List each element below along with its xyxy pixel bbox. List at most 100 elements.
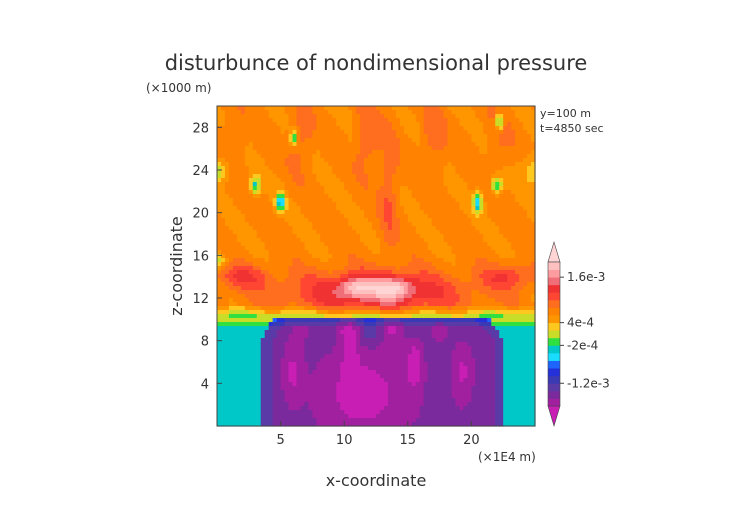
field-cell <box>224 126 230 131</box>
field-cell <box>364 294 369 299</box>
field-cell <box>232 322 238 327</box>
field-cell <box>356 402 361 407</box>
field-cell <box>383 274 389 279</box>
field-cell <box>228 410 234 415</box>
field-cell <box>240 258 246 263</box>
field-cell <box>403 398 409 403</box>
field-cell <box>423 106 429 111</box>
field-cell <box>427 114 433 119</box>
field-cell <box>427 210 433 215</box>
field-cell <box>439 422 445 427</box>
field-cell <box>308 334 314 339</box>
field-cell <box>427 294 433 299</box>
field-cell <box>296 310 302 315</box>
field-cell <box>415 366 421 371</box>
field-cell <box>316 118 321 123</box>
field-cell <box>435 242 441 247</box>
field-cell <box>284 358 290 363</box>
field-cell <box>316 170 321 175</box>
field-cell <box>431 326 437 331</box>
field-cell <box>236 358 242 363</box>
field-cell <box>308 150 314 155</box>
field-cell <box>224 342 230 347</box>
field-cell <box>244 270 250 275</box>
field-cell <box>252 394 258 399</box>
field-cell <box>352 230 357 235</box>
field-cell <box>463 206 469 211</box>
field-cell <box>372 250 377 255</box>
field-cell <box>455 110 461 115</box>
field-cell <box>419 162 425 167</box>
field-cell <box>308 178 314 183</box>
field-cell <box>352 138 357 143</box>
field-cell <box>399 146 405 151</box>
field-cell <box>395 234 401 239</box>
field-cell <box>312 118 317 123</box>
field-cell <box>356 182 361 187</box>
field-cell <box>244 306 250 311</box>
field-cell <box>364 318 369 323</box>
field-cell <box>447 362 453 367</box>
field-cell <box>252 166 258 171</box>
field-cell <box>272 406 278 411</box>
field-cell <box>360 342 365 347</box>
field-cell <box>248 194 254 199</box>
field-cell <box>403 190 409 195</box>
field-cell <box>344 358 349 363</box>
field-cell <box>252 386 258 391</box>
field-cell <box>276 174 282 179</box>
field-cell <box>260 166 266 171</box>
field-cell <box>300 286 306 291</box>
field-cell <box>328 414 333 419</box>
field-cell <box>220 262 226 267</box>
field-cell <box>443 126 449 131</box>
field-cell <box>435 198 441 203</box>
field-cell <box>391 398 397 403</box>
field-cell <box>316 266 321 271</box>
field-cell <box>411 262 417 267</box>
field-cell <box>383 382 389 387</box>
field-cell <box>248 242 254 247</box>
field-cell <box>228 422 234 427</box>
field-cell <box>368 218 373 223</box>
field-cell <box>248 210 254 215</box>
field-cell <box>336 162 341 167</box>
field-cell <box>292 178 298 183</box>
field-cell <box>308 290 314 295</box>
field-cell <box>368 302 373 307</box>
field-cell <box>300 406 306 411</box>
field-cell <box>443 242 449 247</box>
field-cell <box>256 298 262 303</box>
field-cell <box>320 254 325 259</box>
field-cell <box>368 214 373 219</box>
field-cell <box>419 142 425 147</box>
field-cell <box>399 130 405 135</box>
field-cell <box>372 358 377 363</box>
field-cell <box>240 126 246 131</box>
field-cell <box>252 190 258 195</box>
field-cell <box>455 410 461 415</box>
field-cell <box>352 154 357 159</box>
field-cell <box>391 158 397 163</box>
field-cell <box>288 122 294 127</box>
field-cell <box>280 178 286 183</box>
field-cell <box>407 422 413 427</box>
field-cell <box>352 414 357 419</box>
field-cell <box>340 150 345 155</box>
field-cell <box>244 414 250 419</box>
field-cell <box>244 318 250 323</box>
field-cell <box>324 182 329 187</box>
field-cell <box>451 170 457 175</box>
field-cell <box>264 138 270 143</box>
field-cell <box>360 174 365 179</box>
field-cell <box>395 114 401 119</box>
field-cell <box>248 406 254 411</box>
field-cell <box>264 366 270 371</box>
field-cell <box>352 126 357 131</box>
field-cell <box>383 334 389 339</box>
field-cell <box>407 330 413 335</box>
field-cell <box>224 214 230 219</box>
field-cell <box>395 246 401 251</box>
field-cell <box>276 266 282 271</box>
field-cell <box>217 150 222 155</box>
